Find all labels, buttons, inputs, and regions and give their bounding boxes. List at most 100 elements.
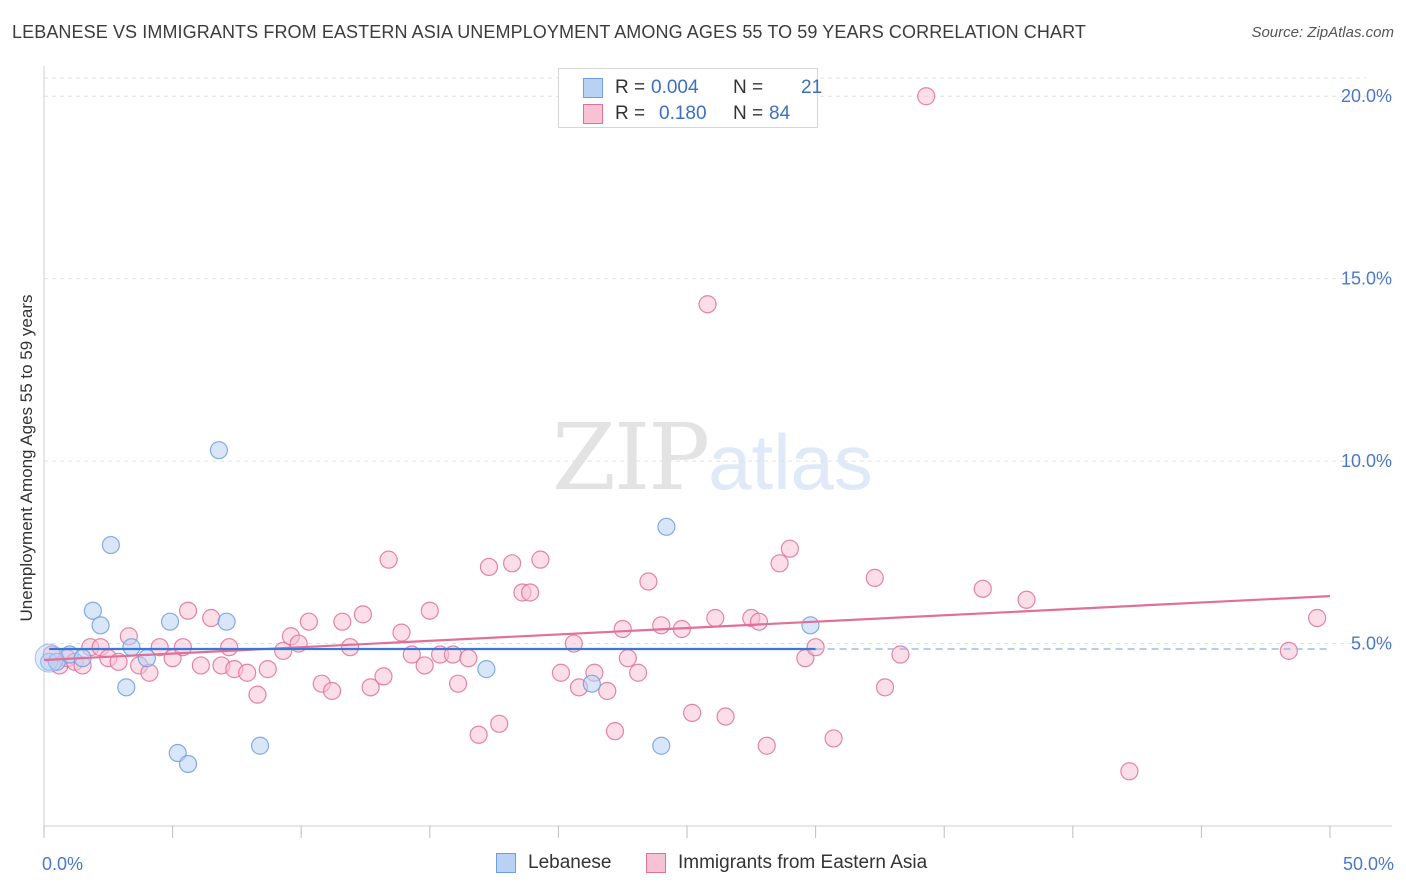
eastern-asia-point bbox=[824, 729, 843, 748]
eastern-asia-point bbox=[340, 638, 360, 657]
lebanese-point bbox=[137, 649, 156, 668]
chart-title: LEBANESE VS IMMIGRANTS FROM EASTERN ASIA… bbox=[12, 22, 1086, 42]
lebanese-swatch bbox=[496, 853, 516, 873]
eastern-asia-point bbox=[1017, 590, 1036, 609]
legend-label-eastern-asia: Immigrants from Eastern Asia bbox=[678, 852, 928, 873]
eastern-asia-point bbox=[780, 539, 799, 558]
eastern-asia-point bbox=[274, 641, 293, 660]
eastern-asia-point bbox=[178, 601, 198, 620]
watermark-atlas: atlas bbox=[708, 418, 873, 506]
lebanese-point bbox=[117, 678, 136, 697]
lebanese-point bbox=[477, 660, 496, 679]
eastern-asia-point bbox=[1120, 762, 1139, 781]
tick-labels: 5.0% 10.0% 15.0% 20.0% 0.0% 50.0% bbox=[42, 86, 1394, 874]
y-tick-label: 15.0% bbox=[1341, 269, 1392, 289]
eastern-asia-point bbox=[683, 703, 702, 722]
gridlines bbox=[44, 77, 1366, 645]
eastern-asia-point bbox=[479, 557, 499, 577]
eastern-asia-point bbox=[716, 707, 735, 726]
eastern-asia-point bbox=[1279, 641, 1298, 660]
eastern-asia-point bbox=[379, 550, 398, 569]
r-value: 0.004 bbox=[651, 77, 699, 98]
eastern-asia-point bbox=[361, 678, 380, 697]
eastern-asia-point bbox=[564, 634, 583, 653]
trend-lines bbox=[43, 595, 1331, 662]
eastern-asia-point bbox=[875, 678, 895, 697]
eastern-asia-point bbox=[531, 550, 550, 569]
eastern-asia-point bbox=[613, 619, 632, 639]
stats-legend: R = 0.004 N = 21 R = 0.180 N = 84 bbox=[558, 68, 822, 128]
r-label: R = bbox=[615, 103, 646, 124]
source-credit: Source: ZipAtlas.com bbox=[1251, 24, 1394, 41]
eastern-asia-point bbox=[353, 605, 373, 624]
data-points bbox=[34, 87, 1327, 781]
eastern-asia-point bbox=[639, 572, 658, 591]
eastern-asia-point bbox=[420, 601, 439, 620]
r-value: 0.180 bbox=[659, 103, 707, 124]
lebanese-point bbox=[217, 612, 236, 631]
lebanese-swatch bbox=[583, 78, 603, 98]
n-label: N = bbox=[733, 103, 764, 124]
eastern-asia-point bbox=[551, 663, 571, 682]
eastern-asia-point bbox=[173, 638, 192, 657]
eastern-asia-point bbox=[917, 87, 936, 106]
lebanese-point bbox=[178, 754, 198, 774]
lebanese-point bbox=[91, 616, 110, 635]
eastern-asia-point bbox=[698, 295, 717, 314]
axes bbox=[43, 66, 1392, 838]
eastern-asia-point bbox=[1308, 608, 1327, 628]
eastern-asia-point bbox=[220, 638, 239, 657]
lebanese-point bbox=[160, 612, 180, 631]
lebanese-point bbox=[83, 601, 102, 620]
y-tick-label: 20.0% bbox=[1341, 86, 1392, 106]
eastern-asia-point bbox=[618, 649, 637, 668]
eastern-asia-point bbox=[374, 667, 393, 686]
watermark: ZIPatlas bbox=[552, 404, 873, 511]
lebanese-point bbox=[801, 616, 820, 635]
eastern-asia-point bbox=[150, 638, 169, 657]
eastern-asia-point bbox=[806, 638, 825, 657]
legend-label-lebanese: Lebanese bbox=[528, 852, 612, 873]
eastern-asia-point bbox=[770, 554, 789, 573]
eastern-asia-swatch bbox=[646, 853, 666, 873]
eastern-asia-point bbox=[322, 681, 342, 701]
eastern-asia-point bbox=[865, 568, 884, 587]
n-label: N = bbox=[733, 77, 764, 98]
lebanese-point bbox=[652, 736, 671, 755]
eastern-asia-point bbox=[202, 608, 221, 628]
y-tick-label: 5.0% bbox=[1351, 634, 1392, 654]
eastern-asia-point bbox=[652, 616, 671, 635]
eastern-asia-point bbox=[299, 612, 319, 631]
eastern-asia-point bbox=[490, 714, 509, 733]
eastern-asia-point bbox=[605, 722, 625, 741]
eastern-asia-point bbox=[503, 554, 522, 573]
lebanese-point bbox=[209, 441, 228, 460]
eastern-asia-point bbox=[973, 579, 992, 598]
eastern-asia-point bbox=[469, 725, 488, 744]
eastern-asia-swatch bbox=[583, 104, 603, 124]
r-label: R = bbox=[615, 77, 646, 98]
series-legend: Lebanese Immigrants from Eastern Asia bbox=[0, 852, 1406, 878]
eastern-asia-point bbox=[459, 649, 478, 668]
x-tick-label: 0.0% bbox=[42, 854, 83, 874]
lebanese-point bbox=[582, 674, 601, 693]
eastern-asia-point bbox=[757, 736, 776, 755]
eastern-asia-point bbox=[598, 681, 617, 701]
eastern-asia-point bbox=[392, 623, 411, 642]
watermark-zip: ZIP bbox=[552, 404, 710, 511]
lebanese-point bbox=[250, 736, 270, 755]
eastern-asia-point bbox=[238, 663, 257, 682]
y-tick-label: 10.0% bbox=[1341, 451, 1392, 471]
x-tick-label: 50.0% bbox=[1343, 854, 1394, 874]
eastern-asia-point bbox=[706, 608, 725, 628]
n-value: 21 bbox=[801, 77, 823, 98]
lebanese-point bbox=[101, 535, 120, 555]
eastern-asia-point bbox=[891, 645, 910, 664]
lebanese-point bbox=[122, 638, 141, 657]
eastern-asia-point bbox=[402, 645, 421, 664]
n-value: 84 bbox=[769, 103, 791, 124]
eastern-asia-point bbox=[415, 656, 434, 675]
eastern-asia-point bbox=[248, 685, 267, 704]
lebanese-point bbox=[657, 517, 676, 536]
